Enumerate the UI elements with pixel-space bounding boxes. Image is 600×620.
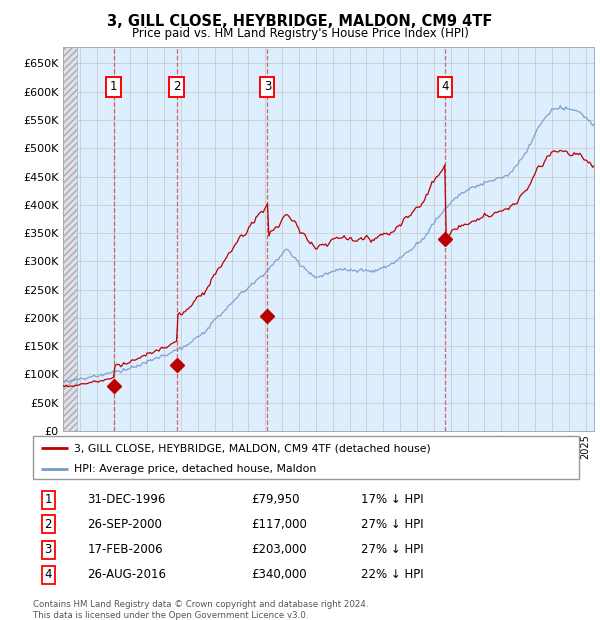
Text: 3, GILL CLOSE, HEYBRIDGE, MALDON, CM9 4TF: 3, GILL CLOSE, HEYBRIDGE, MALDON, CM9 4T… (107, 14, 493, 29)
Text: 26-AUG-2016: 26-AUG-2016 (88, 569, 167, 582)
Text: 4: 4 (441, 81, 448, 94)
Text: 4: 4 (44, 569, 52, 582)
Text: £340,000: £340,000 (251, 569, 307, 582)
Text: 3, GILL CLOSE, HEYBRIDGE, MALDON, CM9 4TF (detached house): 3, GILL CLOSE, HEYBRIDGE, MALDON, CM9 4T… (74, 443, 431, 453)
Text: 2: 2 (173, 81, 180, 94)
Text: Price paid vs. HM Land Registry's House Price Index (HPI): Price paid vs. HM Land Registry's House … (131, 27, 469, 40)
Text: £117,000: £117,000 (251, 518, 307, 531)
Text: Contains HM Land Registry data © Crown copyright and database right 2024.
This d: Contains HM Land Registry data © Crown c… (33, 600, 368, 619)
FancyBboxPatch shape (33, 436, 579, 479)
Text: 2: 2 (44, 518, 52, 531)
Text: 27% ↓ HPI: 27% ↓ HPI (361, 543, 423, 556)
Text: 1: 1 (110, 81, 117, 94)
Text: 1: 1 (44, 494, 52, 507)
Text: 22% ↓ HPI: 22% ↓ HPI (361, 569, 423, 582)
Text: 17% ↓ HPI: 17% ↓ HPI (361, 494, 423, 507)
Bar (63, 46, 77, 431)
Text: £203,000: £203,000 (251, 543, 307, 556)
Text: 17-FEB-2006: 17-FEB-2006 (88, 543, 163, 556)
Text: 3: 3 (264, 81, 271, 94)
Text: £79,950: £79,950 (251, 494, 300, 507)
Text: HPI: Average price, detached house, Maldon: HPI: Average price, detached house, Mald… (74, 464, 316, 474)
Text: 27% ↓ HPI: 27% ↓ HPI (361, 518, 423, 531)
Text: 3: 3 (44, 543, 52, 556)
Text: 31-DEC-1996: 31-DEC-1996 (88, 494, 166, 507)
Text: 26-SEP-2000: 26-SEP-2000 (88, 518, 163, 531)
